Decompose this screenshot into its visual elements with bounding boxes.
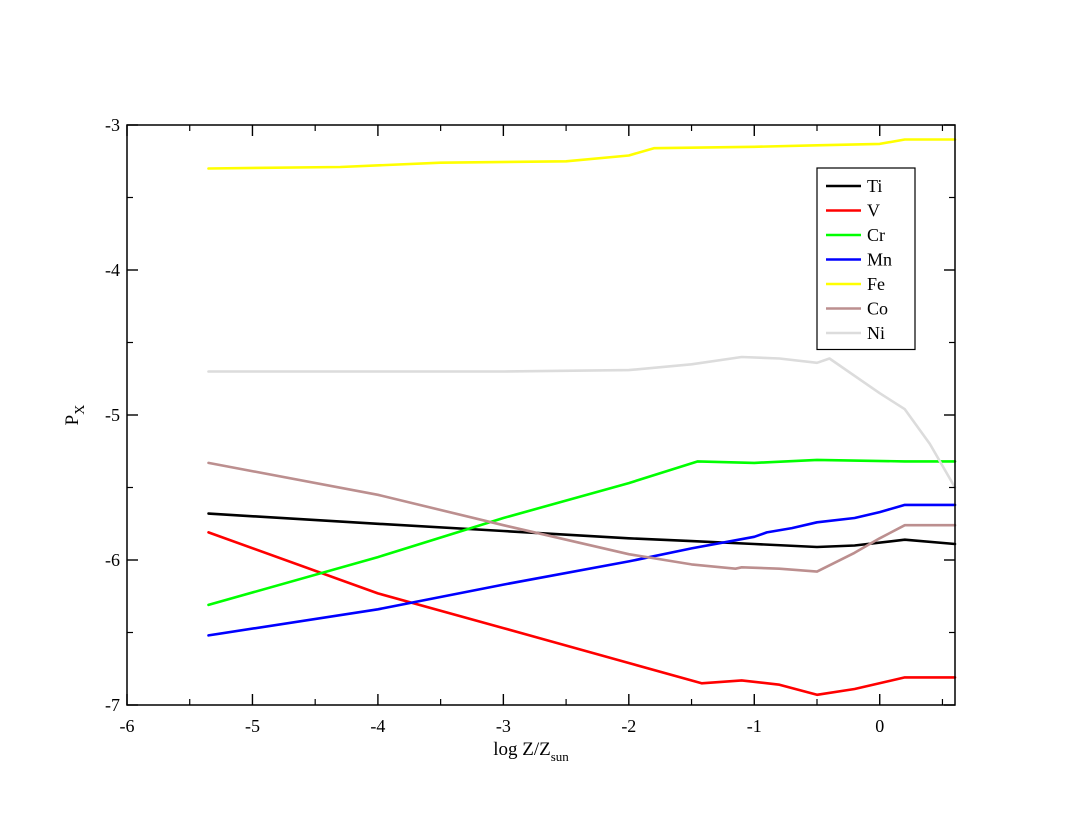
x-axis-title-main: log Z/Z: [493, 739, 551, 760]
series-line-co: [207, 461, 957, 573]
legend-item-fe: Fe: [826, 274, 885, 294]
legend-label: Cr: [867, 225, 885, 245]
legend-items: Ti V Cr Mn Fe Co Ni: [826, 176, 892, 343]
series-line-ni: [207, 355, 957, 489]
x-tick-label: -1: [747, 716, 762, 736]
y-tick-label: -3: [105, 115, 120, 135]
y-tick-label: -5: [105, 405, 120, 425]
legend-label: Fe: [867, 274, 885, 294]
series-line-mn: [207, 503, 957, 637]
axis-ticks: [126, 124, 955, 706]
series-layer: [207, 138, 957, 697]
x-tick-label: -6: [120, 716, 135, 736]
series-line-v: [207, 531, 957, 697]
legend-label: Ni: [867, 323, 885, 343]
legend-item-ni: Ni: [826, 323, 885, 343]
legend-item-v: V: [826, 201, 880, 221]
axis-tick-labels: -6 -5 -4 -3 -2 -1 0-7-6-5-4-3: [105, 115, 884, 736]
legend-item-ti: Ti: [826, 176, 882, 196]
x-axis-title: log Z/Zsun: [493, 739, 569, 764]
legend: Ti V Cr Mn Fe Co Ni: [816, 167, 916, 351]
legend-label: Co: [867, 299, 888, 319]
y-axis-title: PX: [62, 405, 88, 426]
y-tick-label: -6: [105, 550, 120, 570]
x-tick-label: -2: [621, 716, 636, 736]
legend-label: Ti: [867, 176, 882, 196]
y-tick-label: -4: [105, 260, 120, 280]
legend-item-mn: Mn: [826, 250, 892, 270]
legend-label: Mn: [867, 250, 892, 270]
x-tick-label: -4: [370, 716, 385, 736]
y-axis-title-subscript: X: [73, 405, 88, 415]
x-tick-label: 0: [875, 716, 884, 736]
legend-item-co: Co: [826, 299, 888, 319]
x-axis-title-subscript: sun: [551, 749, 570, 764]
x-tick-label: -3: [496, 716, 511, 736]
y-axis-title-main: P: [62, 415, 83, 426]
series-line-cr: [207, 458, 957, 607]
x-tick-label: -5: [245, 716, 260, 736]
y-tick-label: -7: [105, 695, 120, 715]
legend-item-cr: Cr: [826, 225, 885, 245]
legend-label: V: [867, 201, 880, 221]
series-line-fe: [207, 138, 957, 170]
